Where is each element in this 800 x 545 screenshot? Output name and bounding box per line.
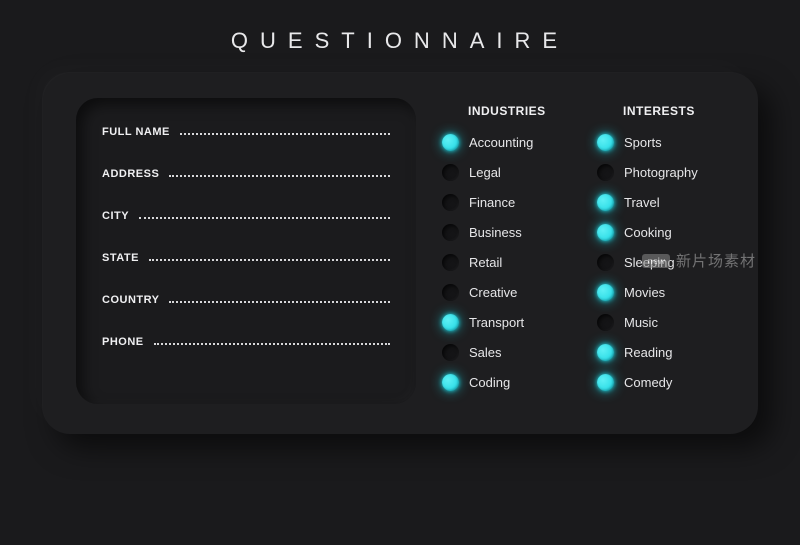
radio-icon[interactable] (442, 194, 459, 211)
label-country: COUNTRY (102, 294, 159, 306)
industry-option-accounting[interactable]: Accounting (442, 134, 569, 151)
radio-icon[interactable] (442, 134, 459, 151)
industry-option-coding[interactable]: Coding (442, 374, 569, 391)
form-row-country: COUNTRY (102, 294, 390, 306)
interest-option-reading[interactable]: Reading (597, 344, 724, 361)
option-label: Cooking (624, 225, 672, 240)
radio-icon[interactable] (597, 224, 614, 241)
radio-icon[interactable] (597, 194, 614, 211)
radio-icon[interactable] (597, 314, 614, 331)
industry-option-finance[interactable]: Finance (442, 194, 569, 211)
radio-icon[interactable] (597, 344, 614, 361)
input-country[interactable] (169, 301, 390, 303)
label-address: ADDRESS (102, 168, 159, 180)
input-phone[interactable] (154, 343, 390, 345)
input-state[interactable] (149, 259, 390, 261)
radio-icon[interactable] (442, 374, 459, 391)
form-row-state: STATE (102, 252, 390, 264)
form-row-fullname: FULL NAME (102, 126, 390, 138)
option-label: Comedy (624, 375, 672, 390)
option-label: Sleeping (624, 255, 675, 270)
radio-icon[interactable] (442, 164, 459, 181)
radio-icon[interactable] (597, 374, 614, 391)
radio-icon[interactable] (442, 344, 459, 361)
questionnaire-card: FULL NAME ADDRESS CITY STATE COUNTRY PHO… (42, 72, 758, 434)
radio-icon[interactable] (597, 254, 614, 271)
option-label: Coding (469, 375, 510, 390)
radio-icon[interactable] (597, 134, 614, 151)
industries-heading: INDUSTRIES (442, 104, 569, 118)
radio-icon[interactable] (442, 314, 459, 331)
option-label: Transport (469, 315, 524, 330)
input-city[interactable] (139, 217, 390, 219)
interest-option-travel[interactable]: Travel (597, 194, 724, 211)
option-label: Travel (624, 195, 660, 210)
form-row-city: CITY (102, 210, 390, 222)
input-address[interactable] (169, 175, 390, 177)
interest-option-movies[interactable]: Movies (597, 284, 724, 301)
radio-icon[interactable] (442, 284, 459, 301)
option-label: Retail (469, 255, 502, 270)
form-panel: FULL NAME ADDRESS CITY STATE COUNTRY PHO… (76, 98, 416, 404)
form-row-address: ADDRESS (102, 168, 390, 180)
industry-option-creative[interactable]: Creative (442, 284, 569, 301)
option-label: Sports (624, 135, 662, 150)
page-title: QUESTIONNAIRE (0, 0, 800, 72)
radio-icon[interactable] (442, 224, 459, 241)
industry-option-business[interactable]: Business (442, 224, 569, 241)
lists-container: INDUSTRIES Accounting Legal Finance Busines… (442, 98, 724, 404)
option-label: Legal (469, 165, 501, 180)
industry-option-legal[interactable]: Legal (442, 164, 569, 181)
interest-option-comedy[interactable]: Comedy (597, 374, 724, 391)
radio-icon[interactable] (597, 164, 614, 181)
option-label: Movies (624, 285, 665, 300)
option-label: Accounting (469, 135, 533, 150)
option-label: Photography (624, 165, 698, 180)
option-label: Creative (469, 285, 517, 300)
interest-option-sports[interactable]: Sports (597, 134, 724, 151)
interest-option-photography[interactable]: Photography (597, 164, 724, 181)
option-label: Reading (624, 345, 672, 360)
option-label: Business (469, 225, 522, 240)
interest-option-sleeping[interactable]: Sleeping (597, 254, 724, 271)
label-state: STATE (102, 252, 139, 264)
label-fullname: FULL NAME (102, 126, 170, 138)
input-fullname[interactable] (180, 133, 390, 135)
interest-option-music[interactable]: Music (597, 314, 724, 331)
interests-heading: INTERESTS (597, 104, 724, 118)
option-label: Sales (469, 345, 502, 360)
radio-icon[interactable] (442, 254, 459, 271)
industry-option-sales[interactable]: Sales (442, 344, 569, 361)
interests-column: INTERESTS Sports Photography Travel Cooking… (597, 104, 724, 404)
option-label: Finance (469, 195, 515, 210)
option-label: Music (624, 315, 658, 330)
form-row-phone: PHONE (102, 336, 390, 348)
industry-option-transport[interactable]: Transport (442, 314, 569, 331)
label-city: CITY (102, 210, 129, 222)
industry-option-retail[interactable]: Retail (442, 254, 569, 271)
radio-icon[interactable] (597, 284, 614, 301)
label-phone: PHONE (102, 336, 144, 348)
interest-option-cooking[interactable]: Cooking (597, 224, 724, 241)
industries-column: INDUSTRIES Accounting Legal Finance Busines… (442, 104, 569, 404)
